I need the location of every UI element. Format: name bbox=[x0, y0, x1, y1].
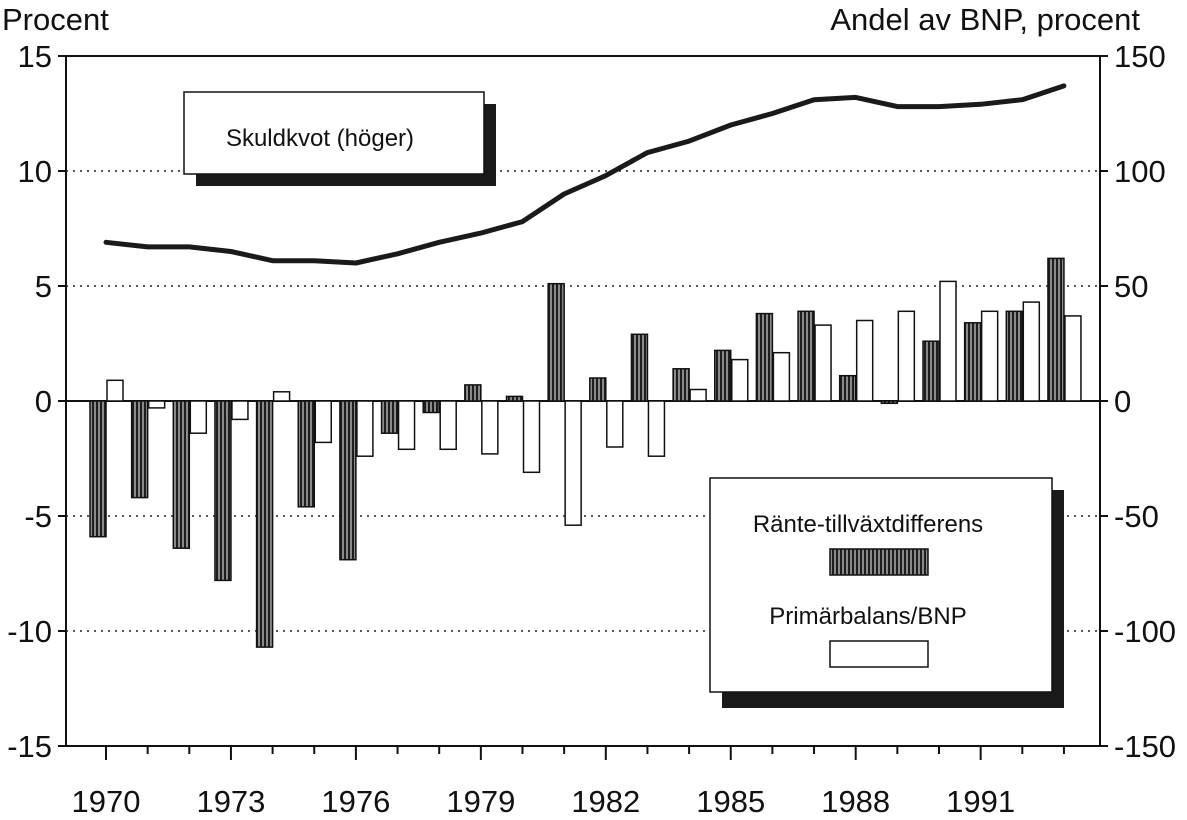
bar-rate-growth bbox=[922, 340, 940, 402]
bar-rate-growth bbox=[880, 400, 899, 405]
x-tick-label: 1985 bbox=[696, 784, 765, 819]
bar-primary-balance bbox=[1022, 301, 1041, 402]
bar-rate-growth bbox=[963, 322, 982, 402]
bar-primary-balance bbox=[606, 400, 624, 448]
bar-series-group bbox=[89, 257, 1082, 648]
right-tick-label: -150 bbox=[1114, 729, 1176, 764]
bar-rate-growth bbox=[297, 400, 315, 508]
left-y-axis: 15 10 5 0 -5 -10 -15 bbox=[7, 39, 66, 764]
bar-primary-balance bbox=[772, 351, 791, 402]
right-tick-label: -100 bbox=[1114, 614, 1176, 649]
bar-rate-growth bbox=[505, 395, 524, 402]
left-tick-label: -5 bbox=[24, 499, 52, 534]
right-axis-title: Andel av BNP, procent bbox=[830, 2, 1140, 37]
legend-primary-balance-swatch bbox=[829, 640, 929, 668]
bar-rate-growth bbox=[755, 312, 774, 402]
bar-rate-growth bbox=[464, 384, 482, 402]
right-tick-label: 0 bbox=[1114, 384, 1131, 419]
right-tick-label: -50 bbox=[1114, 499, 1159, 534]
left-axis-title: Procent bbox=[2, 2, 109, 37]
left-tick-label: -15 bbox=[7, 729, 52, 764]
right-y-axis: 150 100 50 0 -50 -100 -150 bbox=[1100, 39, 1176, 764]
bar-rate-growth bbox=[214, 400, 232, 582]
bar-rate-growth bbox=[589, 377, 607, 402]
bar-primary-balance bbox=[522, 400, 541, 474]
x-tick-label: 1979 bbox=[446, 784, 515, 819]
right-tick-label: 50 bbox=[1114, 269, 1148, 304]
x-tick-label: 1991 bbox=[946, 784, 1015, 819]
bar-primary-balance bbox=[439, 400, 457, 451]
bar-primary-balance bbox=[814, 324, 832, 402]
bar-primary-balance bbox=[397, 400, 416, 451]
left-tick-label: 10 bbox=[18, 154, 52, 189]
bar-rate-growth bbox=[130, 400, 149, 499]
bar-primary-balance bbox=[897, 310, 916, 402]
bar-rate-growth bbox=[630, 333, 649, 402]
legend-primary-balance-label: Primärbalans/BNP bbox=[769, 603, 966, 630]
bar-primary-balance bbox=[272, 391, 291, 402]
bar-primary-balance bbox=[1064, 315, 1082, 402]
bar-rate-growth bbox=[547, 282, 565, 402]
bar-primary-balance bbox=[314, 400, 332, 444]
bar-rate-growth bbox=[380, 400, 399, 434]
bar-rate-growth bbox=[255, 400, 274, 648]
left-tick-label: 5 bbox=[35, 269, 52, 304]
x-tick-label: 1970 bbox=[72, 784, 141, 819]
bar-primary-balance bbox=[647, 400, 666, 457]
legend-debt-ratio: Skuldkvot (höger) bbox=[183, 91, 496, 186]
x-tick-label: 1988 bbox=[821, 784, 890, 819]
bar-primary-balance bbox=[231, 400, 249, 421]
bar-rate-growth bbox=[172, 400, 191, 549]
bar-rate-growth bbox=[672, 368, 690, 402]
bar-rate-growth bbox=[1005, 310, 1024, 402]
bar-primary-balance bbox=[147, 400, 166, 409]
bar-rate-growth bbox=[89, 400, 107, 538]
bar-rate-growth bbox=[714, 349, 732, 402]
bar-primary-balance bbox=[855, 319, 874, 402]
left-tick-label: 15 bbox=[18, 39, 52, 74]
bar-rate-growth bbox=[339, 400, 357, 561]
bar-primary-balance bbox=[481, 400, 499, 455]
legend-rate-growth-swatch bbox=[829, 548, 929, 576]
x-tick-label: 1982 bbox=[571, 784, 640, 819]
right-tick-label: 100 bbox=[1114, 154, 1166, 189]
bar-primary-balance bbox=[189, 400, 208, 434]
legend-bars: Ränte-tillväxtdifferens Primärbalans/BNP bbox=[709, 477, 1064, 708]
right-tick-label: 150 bbox=[1114, 39, 1166, 74]
x-tick-label: 1976 bbox=[321, 784, 390, 819]
bar-primary-balance bbox=[106, 379, 124, 402]
bar-primary-balance bbox=[689, 388, 707, 402]
debt-ratio-line bbox=[103, 83, 1067, 266]
bar-rate-growth bbox=[422, 400, 440, 414]
bar-primary-balance bbox=[980, 310, 999, 402]
legend-rate-growth-label: Ränte-tillväxtdifferens bbox=[753, 511, 983, 538]
bar-primary-balance bbox=[564, 400, 582, 526]
bar-primary-balance bbox=[939, 280, 957, 402]
bar-rate-growth bbox=[797, 310, 815, 402]
x-axis: 1970 1973 1976 1979 1982 1985 1988 1991 bbox=[72, 746, 1065, 819]
x-tick-label: 1973 bbox=[196, 784, 265, 819]
bar-primary-balance bbox=[731, 358, 749, 402]
bar-rate-growth bbox=[838, 374, 857, 402]
left-tick-label: 0 bbox=[35, 384, 52, 419]
bar-rate-growth bbox=[1047, 257, 1065, 402]
bar-primary-balance bbox=[356, 400, 374, 457]
legend-debt-ratio-box bbox=[183, 91, 485, 175]
legend-debt-ratio-label: Skuldkvot (höger) bbox=[226, 125, 414, 152]
left-tick-label: -10 bbox=[7, 614, 52, 649]
